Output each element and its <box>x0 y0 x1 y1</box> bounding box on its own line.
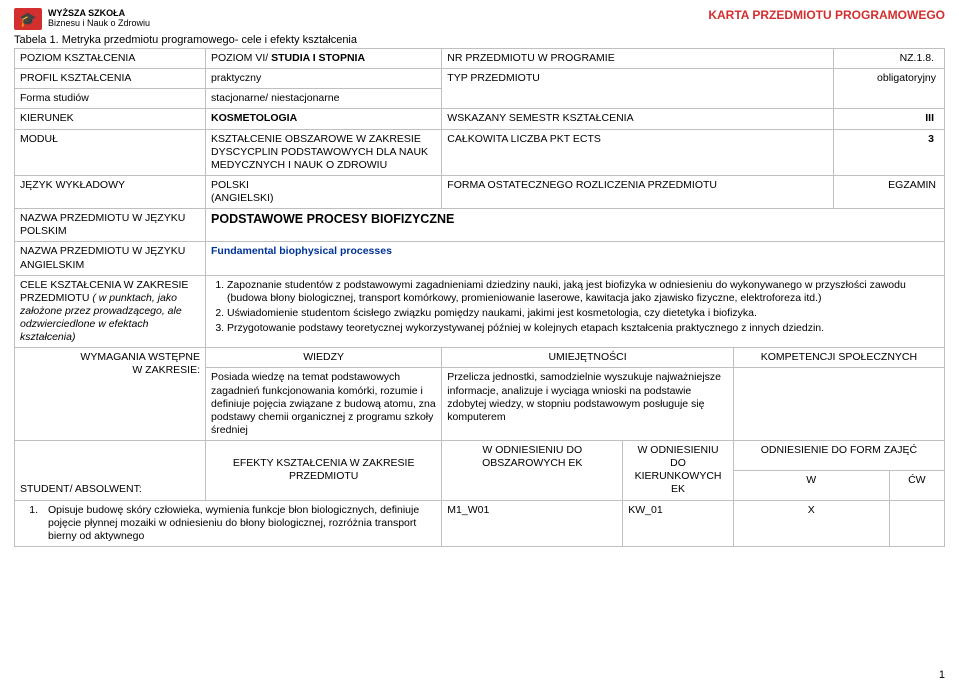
label-typ: TYP PRZEDMIOTU <box>442 69 834 109</box>
efekt-1-cw <box>889 500 944 546</box>
label-poziom: POZIOM KSZTAŁCENIA <box>15 49 206 69</box>
table-row: PROFIL KSZTAŁCENIA praktyczny TYP PRZEDM… <box>15 69 945 89</box>
cele-item-3: Przygotowanie podstawy teoretycznej wyko… <box>227 322 939 335</box>
cele-item-1: Zapoznanie studentów z podstawowymi zaga… <box>227 279 939 305</box>
logo-line2: Biznesu i Nauk o Zdrowiu <box>48 19 150 29</box>
efekt-1-obsz: M1_W01 <box>442 500 623 546</box>
label-profil: PROFIL KSZTAŁCENIA <box>15 69 206 89</box>
value-poziom: POZIOM VI/ STUDIA I STOPNIA <box>206 49 442 69</box>
page-number: 1 <box>939 669 945 681</box>
efekt-1-num: 1. <box>20 504 38 543</box>
value-kierunek: KOSMETOLOGIA <box>206 109 442 129</box>
efekt-1-kier: KW_01 <box>623 500 734 546</box>
jezyk-1: POLSKI <box>211 179 436 192</box>
label-jezyk: JĘZYK WYKŁADOWY <box>15 175 206 208</box>
col-head-umiejetnosci: UMIEJĘTNOŚCI <box>442 348 734 368</box>
table-row: WYMAGANIA WSTĘPNE W ZAKRESIE: WIEDZY UMI… <box>15 348 945 368</box>
label-ects: CAŁKOWITA LICZBA PKT ECTS <box>442 129 834 175</box>
value-modul: KSZTAŁCENIE OBSZAROWE W ZAKRESIE DYSCYCP… <box>206 129 442 175</box>
value-jezyk: POLSKI (ANGIELSKI) <box>206 175 442 208</box>
col-head-kompetencji: KOMPETENCJI SPOŁECZNYCH <box>733 348 944 368</box>
value-profil: praktyczny <box>206 69 442 89</box>
efekt-1-w: X <box>733 500 889 546</box>
table-row: NAZWA PRZEDMIOTU W JĘZYKU ANGIELSKIM Fun… <box>15 242 945 275</box>
col-head-kierunkowe: W ODNIESIENIU DO KIERUNKOWYCH EK <box>623 441 734 501</box>
col-head-obszarowe: W ODNIESIENIU DO OBSZAROWYCH EK <box>442 441 623 501</box>
value-forma-studiow: stacjonarne/ niestacjonarne <box>206 89 442 109</box>
table-caption: Tabela 1. Metryka przedmiotu programoweg… <box>14 34 945 46</box>
table-row: KIERUNEK KOSMETOLOGIA WSKAZANY SEMESTR K… <box>15 109 945 129</box>
table-row: NAZWA PRZEDMIOTU W JĘZYKU POLSKIM PODSTA… <box>15 209 945 242</box>
label-nazwa-pl: NAZWA PRZEDMIOTU W JĘZYKU POLSKIM <box>15 209 206 242</box>
label-efekty: EFEKTY KSZTAŁCENIA W ZAKRESIE PRZEDMIOTU <box>206 441 442 501</box>
table-row: MODUŁ KSZTAŁCENIE OBSZAROWE W ZAKRESIE D… <box>15 129 945 175</box>
value-forma-rozliczenia: EGZAMIN <box>834 175 945 208</box>
label-forma-rozliczenia: FORMA OSTATECZNEGO ROZLICZENIA PRZEDMIOT… <box>442 175 834 208</box>
table-row: 1. Opisuje budowę skóry człowieka, wymie… <box>15 500 945 546</box>
col-head-cw: ĆW <box>889 470 944 500</box>
value-kompetencji <box>733 368 944 441</box>
value-umiejetnosci: Przelicza jednostki, samodzielnie wyszuk… <box>442 368 734 441</box>
jezyk-2: (ANGIELSKI) <box>211 192 436 205</box>
label-nr: NR PRZEDMIOTU W PROGRAMIE <box>442 49 834 69</box>
table-row: POZIOM KSZTAŁCENIA POZIOM VI/ STUDIA I S… <box>15 49 945 69</box>
card-title: KARTA PRZEDMIOTU PROGRAMOWEGO <box>708 8 945 22</box>
value-nr: NZ.1.8. <box>834 49 945 69</box>
col-head-formy: ODNIESIENIE DO FORM ZAJĘĆ <box>733 441 944 471</box>
poziom-bold: STUDIA I STOPNIA <box>271 52 365 64</box>
efekt-1-text: Opisuje budowę skóry człowieka, wymienia… <box>48 504 436 543</box>
label-forma-studiow: Forma studiów <box>15 89 206 109</box>
efekt-1: 1. Opisuje budowę skóry człowieka, wymie… <box>15 500 442 546</box>
label-kierunek: KIERUNEK <box>15 109 206 129</box>
course-metadata-table: POZIOM KSZTAŁCENIA POZIOM VI/ STUDIA I S… <box>14 48 945 547</box>
cele-item-2: Uświadomienie studentom ścisłego związku… <box>227 307 939 320</box>
poziom-prefix: POZIOM VI/ <box>211 52 271 64</box>
label-student: STUDENT/ ABSOLWENT: <box>15 441 206 501</box>
label-semestr: WSKAZANY SEMESTR KSZTAŁCENIA <box>442 109 834 129</box>
table-row: CELE KSZTAŁCENIA W ZAKRESIE PRZEDMIOTU (… <box>15 275 945 348</box>
graduation-cap-icon: 🎓 <box>14 8 42 30</box>
value-typ: obligatoryjny <box>834 69 945 109</box>
label-nazwa-en: NAZWA PRZEDMIOTU W JĘZYKU ANGIELSKIM <box>15 242 206 275</box>
wymagania-1: WYMAGANIA WSTĘPNE <box>20 351 200 364</box>
value-semestr: III <box>834 109 945 129</box>
value-wiedzy: Posiada wiedzę na temat podstawowych zag… <box>206 368 442 441</box>
wymagania-2: W ZAKRESIE: <box>20 364 200 377</box>
label-modul: MODUŁ <box>15 129 206 175</box>
value-nazwa-pl: PODSTAWOWE PROCESY BIOFIZYCZNE <box>206 209 945 242</box>
table-row: JĘZYK WYKŁADOWY POLSKI (ANGIELSKI) FORMA… <box>15 175 945 208</box>
value-ects: 3 <box>834 129 945 175</box>
value-cele: Zapoznanie studentów z podstawowymi zaga… <box>206 275 945 348</box>
col-head-w: W <box>733 470 889 500</box>
label-wymagania: WYMAGANIA WSTĘPNE W ZAKRESIE: <box>15 348 206 441</box>
label-cele: CELE KSZTAŁCENIA W ZAKRESIE PRZEDMIOTU (… <box>15 275 206 348</box>
value-nazwa-en: Fundamental biophysical processes <box>206 242 945 275</box>
col-head-wiedzy: WIEDZY <box>206 348 442 368</box>
table-row: STUDENT/ ABSOLWENT: EFEKTY KSZTAŁCENIA W… <box>15 441 945 471</box>
